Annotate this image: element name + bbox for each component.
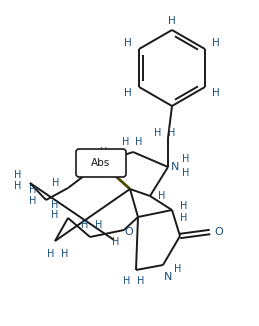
Text: H: H — [95, 220, 103, 230]
Text: H: H — [29, 185, 37, 195]
Text: H: H — [182, 154, 190, 164]
Text: O: O — [215, 227, 223, 237]
Text: N: N — [171, 162, 179, 172]
Text: H: H — [174, 264, 182, 274]
Text: H: H — [168, 128, 176, 138]
Text: H: H — [52, 178, 60, 188]
Text: H: H — [29, 196, 37, 206]
Text: H: H — [112, 237, 120, 247]
Text: H: H — [158, 191, 166, 201]
Text: O: O — [125, 227, 133, 237]
Text: H: H — [168, 16, 176, 26]
Text: H: H — [135, 137, 143, 147]
Text: H: H — [51, 200, 59, 210]
Text: H: H — [14, 170, 22, 180]
Text: Abs: Abs — [91, 158, 111, 168]
Text: H: H — [137, 276, 145, 286]
Text: H: H — [14, 181, 22, 191]
Text: H: H — [182, 168, 190, 178]
FancyBboxPatch shape — [76, 149, 126, 177]
Text: H: H — [47, 249, 55, 259]
Text: N: N — [164, 272, 172, 282]
Text: H: H — [51, 210, 59, 220]
Text: H: H — [122, 137, 130, 147]
Text: H: H — [180, 213, 188, 223]
Text: H: H — [212, 38, 220, 48]
Text: H: H — [81, 220, 89, 230]
Text: H: H — [154, 128, 162, 138]
Text: H: H — [123, 276, 131, 286]
Text: H: H — [124, 38, 132, 48]
Text: H: H — [100, 147, 108, 157]
Text: H: H — [61, 249, 69, 259]
Text: H: H — [212, 88, 220, 98]
Text: H: H — [124, 88, 132, 98]
Text: H: H — [180, 201, 188, 211]
